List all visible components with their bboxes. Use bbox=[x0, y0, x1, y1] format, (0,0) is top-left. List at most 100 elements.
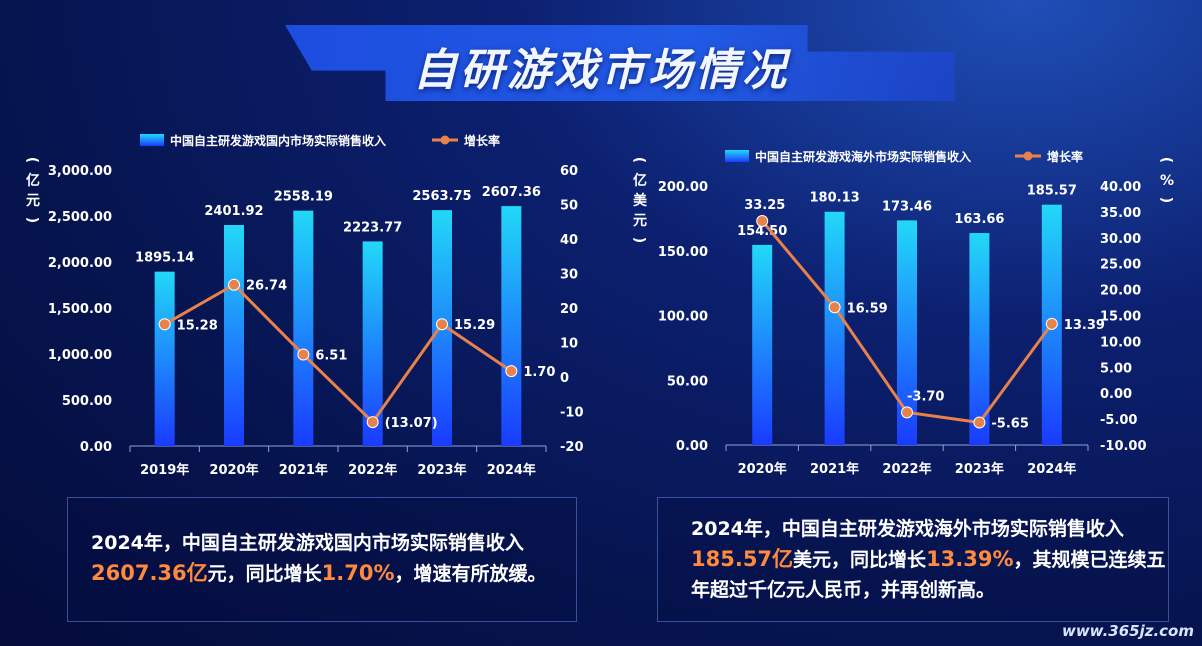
growth-rate-point bbox=[366, 416, 379, 429]
y-axis-right-title: % bbox=[1160, 173, 1174, 189]
y-tick-right: 25.00 bbox=[1100, 258, 1141, 273]
y-tick-right: 40 bbox=[560, 233, 578, 248]
y-tick-left: 50.00 bbox=[667, 374, 708, 389]
x-tick-label: 2023年 bbox=[417, 462, 466, 478]
legend-marker-growth bbox=[1023, 151, 1033, 161]
y-tick-left: 0.00 bbox=[80, 440, 112, 455]
bar bbox=[752, 244, 773, 445]
domestic-summary-line1: 2024年，中国自主研发游戏国内市场实际销售收入 bbox=[91, 532, 524, 554]
y-axis-left-title: ( bbox=[631, 157, 647, 163]
y-axis-left-title: 元 bbox=[633, 213, 647, 229]
bar-value-label: 173.46 bbox=[882, 199, 932, 214]
overseas-revenue-highlight: 185.57亿 bbox=[691, 547, 794, 571]
x-tick-label: 2020年 bbox=[738, 461, 787, 477]
bar-value-label: 2607.36 bbox=[482, 185, 541, 200]
domestic-summary-box: 2024年，中国自主研发游戏国内市场实际销售收入 2607.36亿元，同比增长1… bbox=[67, 497, 577, 622]
bar bbox=[824, 211, 845, 445]
x-tick-label: 2022年 bbox=[882, 461, 931, 477]
growth-rate-label: 1.70 bbox=[523, 365, 555, 380]
growth-rate-label: -3.70 bbox=[907, 389, 944, 404]
domestic-revenue-highlight: 2607.36亿 bbox=[91, 561, 208, 585]
y-tick-left: 500.00 bbox=[62, 394, 112, 409]
y-tick-right: 50 bbox=[560, 199, 578, 214]
growth-rate-label: (13.07) bbox=[385, 416, 438, 431]
overseas-summary-line3: 年超过千亿元人民币，并再创新高。 bbox=[691, 579, 996, 601]
y-tick-right: -20 bbox=[560, 440, 584, 455]
growth-rate-point bbox=[297, 348, 310, 361]
y-axis-left-title: 元 bbox=[26, 193, 40, 209]
x-tick-label: 2024年 bbox=[487, 462, 536, 478]
domestic-revenue-chart: 中国自主研发游戏国内市场实际销售收入增长率(亿元)(%)3,000.002,50… bbox=[24, 133, 584, 478]
y-tick-right: 5.00 bbox=[1100, 361, 1132, 376]
legend-label-growth: 增长率 bbox=[464, 133, 500, 148]
overseas-summary-line1: 2024年，中国自主研发游戏海外市场实际销售收入 bbox=[691, 518, 1124, 540]
legend-swatch-revenue bbox=[725, 150, 749, 162]
x-tick-label: 2023年 bbox=[955, 461, 1004, 477]
y-tick-right: -10 bbox=[560, 406, 584, 421]
domestic-summary-line2: 2607.36亿元，同比增长1.70%，增速有所放缓。 bbox=[91, 561, 547, 585]
y-tick-left: 1,000.00 bbox=[48, 348, 112, 363]
bar-value-label: 1895.14 bbox=[135, 251, 194, 266]
y-tick-right: 35.00 bbox=[1100, 206, 1141, 221]
y-tick-left: 2,500.00 bbox=[48, 210, 112, 225]
growth-rate-point bbox=[756, 214, 769, 227]
bar bbox=[154, 271, 175, 446]
y-tick-right: -10.00 bbox=[1100, 439, 1147, 454]
y-tick-left: 200.00 bbox=[658, 180, 708, 195]
growth-rate-label: 13.39 bbox=[1064, 318, 1105, 333]
growth-rate-label: 15.29 bbox=[454, 318, 495, 333]
bar-value-label: 180.13 bbox=[810, 191, 860, 206]
growth-rate-label: 26.74 bbox=[246, 279, 287, 294]
bar-value-label: 2223.77 bbox=[343, 220, 402, 235]
growth-rate-line bbox=[163, 282, 513, 425]
y-axis-right-title: ) bbox=[1158, 197, 1174, 203]
legend-label-revenue: 中国自主研发游戏海外市场实际销售收入 bbox=[755, 149, 971, 164]
legend-label-revenue: 中国自主研发游戏国内市场实际销售收入 bbox=[170, 133, 386, 148]
y-tick-right: 10 bbox=[560, 337, 578, 352]
growth-rate-point bbox=[973, 416, 986, 429]
overseas-summary-line2: 185.57亿美元，同比增长13.39%，其规模已连续五 bbox=[691, 547, 1166, 571]
domestic-growth-highlight: 1.70% bbox=[321, 561, 395, 585]
growth-rate-point bbox=[228, 278, 240, 291]
x-tick-label: 2019年 bbox=[140, 462, 189, 478]
bar-value-label: 163.66 bbox=[954, 212, 1004, 227]
x-tick-label: 2022年 bbox=[348, 462, 397, 478]
y-tick-left: 150.00 bbox=[658, 245, 708, 260]
y-axis-left-title: 美 bbox=[633, 192, 648, 209]
y-axis-left-title: ) bbox=[631, 237, 647, 243]
y-tick-left: 100.00 bbox=[658, 310, 708, 325]
y-tick-right: 40.00 bbox=[1100, 180, 1141, 195]
growth-rate-label: 16.59 bbox=[847, 301, 888, 316]
bar bbox=[501, 206, 522, 446]
y-tick-left: 2,000.00 bbox=[48, 256, 112, 271]
y-tick-right: 60 bbox=[560, 164, 578, 179]
y-tick-right: 20 bbox=[560, 302, 578, 317]
bar bbox=[969, 233, 990, 445]
bar bbox=[897, 220, 917, 445]
overseas-revenue-chart: 中国自主研发游戏海外市场实际销售收入 增长率 (亿美元) (%) 200.00 150.0… bbox=[631, 149, 1174, 477]
x-tick-label: 2024年 bbox=[1027, 461, 1076, 477]
growth-rate-point bbox=[901, 406, 913, 419]
growth-rate-point bbox=[436, 318, 448, 331]
growth-rate-label: 6.51 bbox=[315, 349, 347, 364]
page-title: 自研游戏市场情况 bbox=[413, 45, 789, 96]
bar-value-label: 185.57 bbox=[1027, 184, 1077, 199]
overseas-summary-box: 2024年，中国自主研发游戏海外市场实际销售收入 185.57亿美元，同比增长1… bbox=[657, 497, 1169, 622]
growth-rate-label: 33.25 bbox=[744, 198, 785, 213]
y-axis-left-title: ) bbox=[24, 217, 40, 223]
growth-rate-label: -5.65 bbox=[991, 416, 1028, 431]
overseas-growth-highlight: 13.39% bbox=[926, 547, 1014, 571]
bar-value-label: 2563.75 bbox=[412, 189, 471, 204]
x-tick-label: 2021年 bbox=[279, 462, 328, 478]
legend-label-growth: 增长率 bbox=[1047, 149, 1083, 164]
y-axis-left-title: 亿 bbox=[633, 172, 647, 189]
legend-marker-growth bbox=[440, 135, 450, 145]
y-tick-left: 1,500.00 bbox=[48, 302, 112, 317]
x-tick-label: 2020年 bbox=[209, 462, 258, 478]
growth-rate-point bbox=[505, 365, 518, 378]
y-axis-left-title: ( bbox=[24, 157, 40, 163]
growth-rate-point bbox=[158, 318, 171, 331]
y-tick-right: 15.00 bbox=[1100, 310, 1141, 325]
bar-value-label: 2401.92 bbox=[204, 204, 263, 219]
x-tick-label: 2021年 bbox=[810, 461, 859, 477]
